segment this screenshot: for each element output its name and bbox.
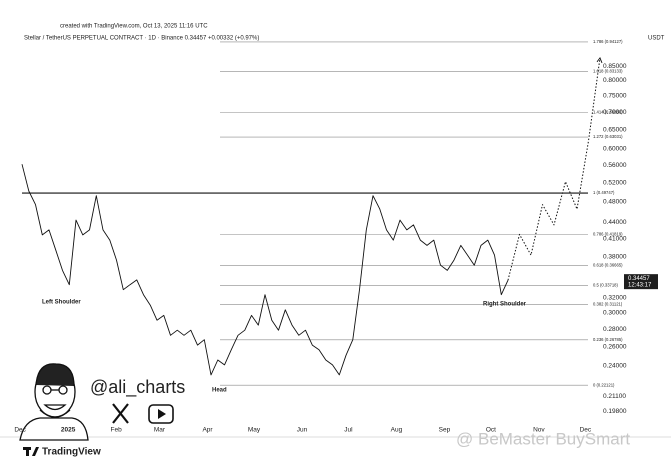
fib-label: 1 (0.49747) [593, 190, 615, 195]
fib-label: 1.414 (0.69863) [593, 110, 623, 115]
watermark: @ BeMaster BuySmart [456, 429, 630, 448]
tradingview-logo-mark [23, 447, 39, 456]
fib-label: 0.786 (0.41819) [593, 231, 623, 236]
price-tag [624, 274, 658, 290]
x-tick-label: Nov [533, 427, 545, 434]
y-tick-label: 0.38000 [603, 254, 627, 261]
x-tick-label: Mar [154, 427, 166, 434]
pattern-label: Right Shoulder [483, 302, 527, 308]
x-tick-label: 2025 [61, 427, 76, 434]
x-logo[interactable] [112, 403, 129, 424]
fib-label: 0.236 (0.26785) [593, 337, 623, 342]
y-tick-label: 0.80000 [603, 77, 627, 84]
fib-label: 0 (0.22121) [593, 382, 615, 387]
y-tick-label: 0.56000 [603, 162, 627, 169]
y-tick-label: 0.26000 [603, 344, 627, 351]
x-tick-label: Dec [14, 427, 26, 434]
created-note: created with TradingView.com, Oct 13, 20… [60, 24, 208, 30]
projection-arrow [596, 57, 603, 64]
projection-path [507, 57, 601, 281]
y-tick-label: 0.44000 [603, 219, 627, 226]
x-tick-label: Jun [297, 427, 308, 434]
fib-label: 0.5 (0.33718) [593, 282, 619, 287]
y-tick-label: 0.41000 [603, 236, 627, 243]
tradingview-logo: TradingView [42, 447, 101, 458]
currency: USDT [648, 36, 665, 42]
x-tick-label: Feb [111, 427, 123, 434]
youtube-logo[interactable] [148, 404, 174, 424]
fib-label: 1.272 (0.63031) [593, 134, 623, 139]
y-tick-label: 0.60000 [603, 145, 627, 152]
x-tick-label: Dec [580, 427, 592, 434]
y-tick-label: 0.32000 [603, 294, 627, 301]
y-tick-label: 0.65000 [603, 126, 627, 133]
y-tick-label: 0.75000 [603, 93, 627, 100]
fib-label: 0.382 (0.31121) [593, 301, 623, 306]
x-tick-label: Aug [391, 427, 403, 434]
y-tick-label: 0.19800 [603, 408, 627, 415]
pattern-label: Head [212, 388, 227, 394]
x-tick-label: Apr [202, 427, 213, 434]
x-tick-label: Sep [439, 427, 451, 434]
fib-label: 0.618 (0.36665) [593, 263, 623, 268]
fib-label: 1.618 (0.83133) [593, 69, 623, 74]
fib-label: 1.786 (0.94127) [593, 39, 623, 44]
symbol-header: Stellar / TetherUS PERPETUAL CONTRACT · … [24, 36, 259, 42]
y-tick-label: 0.70000 [603, 109, 627, 116]
y-tick-label: 0.24000 [603, 363, 627, 370]
y-tick-label: 0.48000 [603, 198, 627, 205]
price-line [21, 164, 509, 376]
y-tick-label: 0.52000 [603, 179, 627, 186]
y-tick-label: 0.21100 [603, 393, 626, 400]
price-tag-value: 0.34457 [628, 276, 650, 282]
x-tick-label: Jul [344, 427, 353, 434]
x-tick-label: May [248, 427, 261, 434]
pattern-label: Left Shoulder [42, 300, 81, 306]
y-tick-label: 0.28000 [603, 326, 627, 333]
y-tick-label: 0.30000 [603, 310, 627, 317]
x-tick-label: Oct [486, 427, 496, 434]
author-handle: @ali_charts [90, 377, 185, 398]
y-tick-label: 0.85000 [603, 63, 627, 70]
price-tag-countdown: 12:43:17 [628, 283, 652, 289]
avatar [19, 363, 89, 441]
